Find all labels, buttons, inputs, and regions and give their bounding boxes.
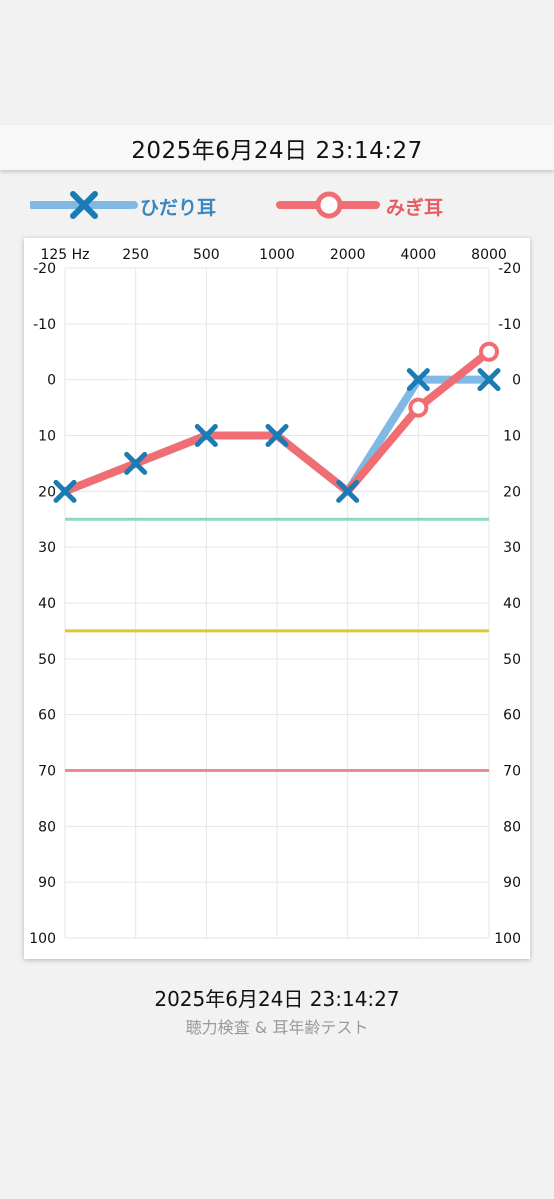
x-icon bbox=[70, 191, 98, 219]
y-tick-label-left: 20 bbox=[38, 484, 56, 500]
x-tick-label: 4000 bbox=[401, 247, 437, 263]
x-mark-stroke bbox=[194, 424, 218, 447]
y-tick-label-left: 100 bbox=[29, 931, 56, 947]
page-title: 2025年6月24日 23:14:27 bbox=[131, 137, 423, 164]
x-tick-label: 125 Hz bbox=[40, 247, 89, 263]
x-tick-label: 8000 bbox=[471, 247, 507, 263]
y-tick-label-right: 40 bbox=[503, 596, 521, 612]
y-tick-label-left: 10 bbox=[38, 429, 56, 445]
x-mark-stroke bbox=[53, 479, 77, 503]
legend-right-label: みぎ耳 bbox=[386, 197, 444, 219]
legend-right-ear: みぎ耳 bbox=[276, 185, 476, 225]
y-tick-label-right: -10 bbox=[498, 317, 521, 333]
y-tick-label-right: 90 bbox=[503, 875, 521, 891]
x-mark-stroke bbox=[406, 368, 430, 392]
y-tick-label-right: 100 bbox=[494, 931, 521, 947]
audiogram-chart: 125 Hz 250 500 1000 2000 4000 8000-20 -20-10 -10… bbox=[29, 247, 521, 947]
point-left-ear bbox=[194, 424, 218, 447]
point-left-ear bbox=[124, 451, 148, 475]
point-right-ear bbox=[479, 341, 499, 362]
point-right-ear bbox=[408, 397, 429, 418]
point-left-ear bbox=[265, 424, 289, 447]
point-left-ear bbox=[336, 479, 360, 503]
y-tick-label-left: 90 bbox=[38, 875, 56, 891]
header-bar: 2025年6月24日 23:14:27 bbox=[0, 125, 554, 170]
legend-left-label: ひだり耳 bbox=[140, 197, 217, 219]
y-tick-label-left: 50 bbox=[38, 652, 56, 668]
y-tick-label-left: 60 bbox=[38, 708, 56, 724]
y-tick-label-right: 50 bbox=[503, 652, 521, 668]
y-tick-label-right: 30 bbox=[503, 540, 521, 556]
y-tick-label-right: 20 bbox=[503, 484, 521, 500]
y-tick-label-right: 60 bbox=[503, 708, 521, 724]
y-tick-label-right: 80 bbox=[503, 819, 521, 835]
y-tick-label-left: 40 bbox=[38, 596, 56, 612]
legend-left-line bbox=[30, 191, 138, 219]
x-tick-label: 1000 bbox=[259, 247, 295, 263]
y-tick-label-right: 70 bbox=[503, 764, 521, 780]
x-tick-label: 250 bbox=[122, 247, 149, 263]
x-tick-label: 500 bbox=[193, 247, 220, 263]
point-left-ear bbox=[53, 479, 77, 503]
legend: ひだり耳 みぎ耳 bbox=[0, 185, 554, 225]
circle-icon bbox=[315, 191, 343, 219]
footer-date: 2025年6月24日 23:14:27 bbox=[154, 987, 400, 1011]
y-tick-label-left: 80 bbox=[38, 819, 56, 835]
point-left-ear bbox=[406, 368, 430, 392]
audiogram-card: 125 Hz 250 500 1000 2000 4000 8000 -20 -20 -10 -10… bbox=[24, 238, 530, 959]
legend-right-line bbox=[276, 191, 380, 219]
y-tick-label-left: -20 bbox=[33, 261, 56, 277]
grid bbox=[64, 267, 490, 939]
y-tick-label-right: -20 bbox=[498, 261, 521, 277]
y-tick-label-left: -10 bbox=[33, 317, 56, 333]
x-mark-stroke bbox=[477, 368, 501, 392]
point-left-ear bbox=[477, 368, 501, 392]
footer-app-name: 聴力検査 & 耳年齢テスト bbox=[185, 1018, 369, 1037]
y-tick-label-left: 70 bbox=[38, 764, 56, 780]
y-tick-label-right: 10 bbox=[503, 429, 521, 445]
x-mark-stroke bbox=[336, 479, 360, 503]
x-mark-stroke bbox=[124, 451, 148, 475]
legend-left-ear: ひだり耳 bbox=[30, 185, 230, 225]
x-mark-stroke bbox=[265, 424, 289, 447]
y-tick-label-right: 0 bbox=[512, 373, 521, 389]
x-tick-label: 2000 bbox=[330, 247, 366, 263]
y-tick-label-left: 0 bbox=[47, 373, 56, 389]
y-tick-label-left: 30 bbox=[38, 540, 56, 556]
